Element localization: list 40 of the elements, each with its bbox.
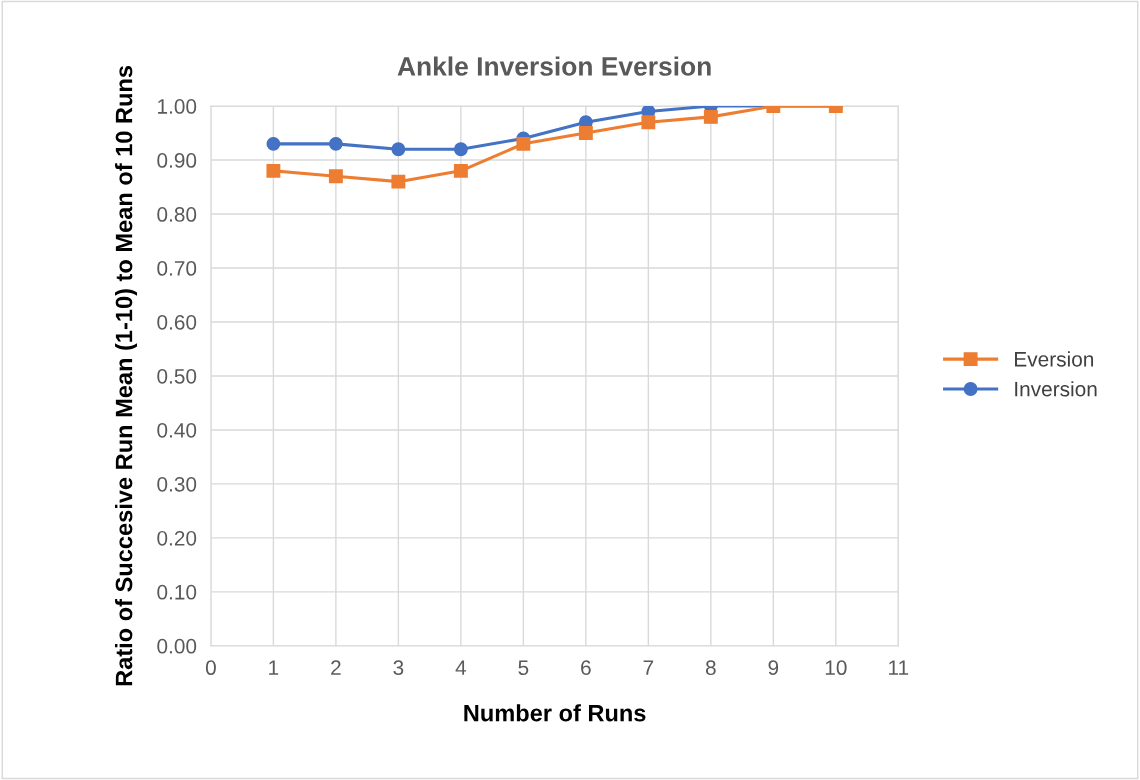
point — [391, 142, 406, 157]
point — [266, 163, 281, 178]
x-tick-label: 1 — [269, 660, 279, 675]
point — [516, 136, 531, 151]
y-tick-label: 0.90 — [157, 153, 197, 168]
y-tick-label: 0.30 — [157, 476, 197, 492]
y-tick-label: 0.00 — [157, 638, 197, 654]
y-tick-label: 0.10 — [157, 584, 197, 600]
y-tick-label: 1.00 — [158, 99, 197, 114]
x-tick-label: 4 — [455, 660, 467, 675]
y-axis-title: Ratio of Succesive Run Mean (1-10) to Mean of 10 Runs — [115, 65, 138, 686]
point — [453, 142, 468, 157]
x-tick-label: 7 — [643, 660, 654, 675]
y-tick-label: 0.80 — [157, 207, 197, 222]
x-tick-label: 3 — [393, 660, 404, 676]
y-tick-label: 0.40 — [157, 422, 197, 438]
point — [328, 169, 343, 184]
x-tick-label: 2 — [331, 660, 341, 675]
y-tick-label: 0.70 — [157, 261, 197, 276]
legend-label: Inversion — [1015, 381, 1097, 397]
x-tick-label: 9 — [768, 660, 779, 676]
x-tick-label: 11 — [889, 660, 909, 675]
point — [391, 174, 406, 189]
x-tick-label: 5 — [518, 660, 529, 676]
point — [328, 136, 343, 151]
legend-label: Eversion — [1015, 351, 1094, 367]
x-tick-label: 6 — [581, 660, 591, 676]
y-tick-label: 0.20 — [157, 530, 197, 546]
point — [703, 109, 718, 124]
y-tick-label: 0.60 — [157, 314, 197, 330]
point — [453, 163, 468, 178]
y-tick-label: 0.50 — [157, 368, 197, 384]
point — [266, 136, 281, 151]
x-tick-label: 0 — [205, 660, 216, 676]
chart-title: Ankle Inversion Eversion — [397, 56, 711, 76]
point — [578, 126, 593, 141]
x-tick-label: 8 — [705, 660, 716, 676]
point — [641, 115, 656, 130]
x-tick-label: 10 — [825, 660, 847, 676]
x-axis-title: Number of Runs — [464, 704, 646, 722]
